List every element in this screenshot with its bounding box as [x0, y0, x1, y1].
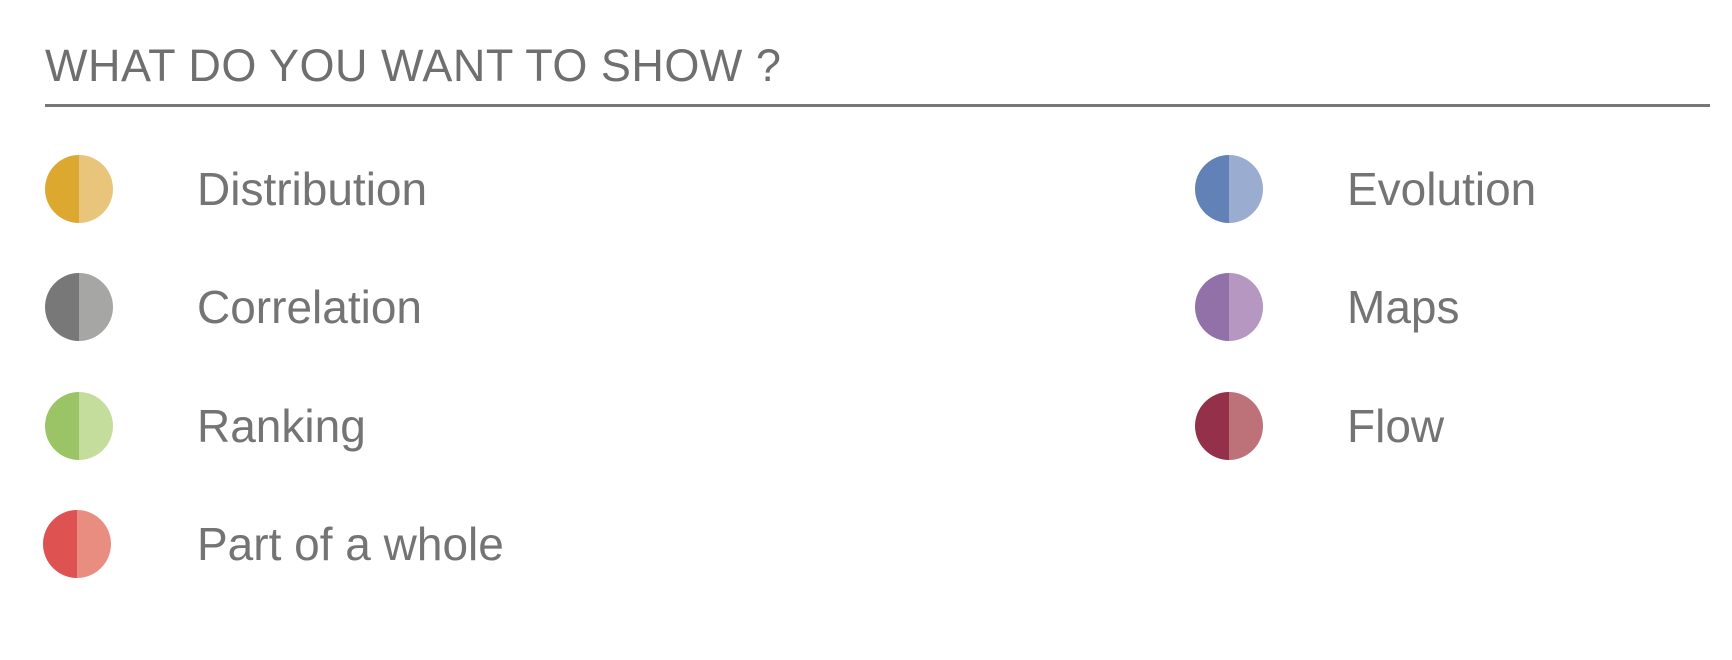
category-item-ranking[interactable]: Ranking	[45, 392, 565, 462]
dot-left-half	[1195, 155, 1229, 223]
category-item-distribution[interactable]: Distribution	[45, 155, 565, 225]
maps-half-circle-icon	[1195, 273, 1263, 341]
category-label: Correlation	[197, 281, 422, 333]
distribution-half-circle-icon	[45, 155, 113, 223]
category-item-part-of-a-whole[interactable]: Part of a whole	[43, 510, 563, 580]
evolution-half-circle-icon	[1195, 155, 1263, 223]
part-of-a-whole-half-circle-icon	[43, 510, 111, 578]
dot-left-half	[45, 155, 79, 223]
category-label: Maps	[1347, 281, 1460, 333]
dot-right-half	[77, 510, 111, 578]
dot-left-half	[43, 510, 77, 578]
dot-left-half	[1195, 392, 1229, 460]
chart-type-selector: WHAT DO YOU WANT TO SHOW ? Distribution …	[43, 0, 1710, 660]
ranking-half-circle-icon	[45, 392, 113, 460]
dot-right-half	[1229, 392, 1263, 460]
category-item-flow[interactable]: Flow	[1195, 392, 1715, 462]
dot-right-half	[79, 273, 113, 341]
category-label: Flow	[1347, 400, 1445, 452]
dot-left-half	[45, 273, 79, 341]
section-title: WHAT DO YOU WANT TO SHOW ?	[45, 40, 782, 91]
flow-half-circle-icon	[1195, 392, 1263, 460]
dot-left-half	[1195, 273, 1229, 341]
title-divider	[45, 104, 1710, 107]
dot-right-half	[1229, 273, 1263, 341]
category-label: Ranking	[197, 400, 366, 452]
correlation-half-circle-icon	[45, 273, 113, 341]
dot-left-half	[45, 392, 79, 460]
category-item-maps[interactable]: Maps	[1195, 273, 1715, 343]
category-item-evolution[interactable]: Evolution	[1195, 155, 1715, 225]
dot-right-half	[79, 155, 113, 223]
category-item-correlation[interactable]: Correlation	[45, 273, 565, 343]
category-label: Evolution	[1347, 163, 1537, 215]
category-label: Part of a whole	[197, 518, 504, 570]
category-label: Distribution	[197, 163, 428, 215]
dot-right-half	[79, 392, 113, 460]
dot-right-half	[1229, 155, 1263, 223]
